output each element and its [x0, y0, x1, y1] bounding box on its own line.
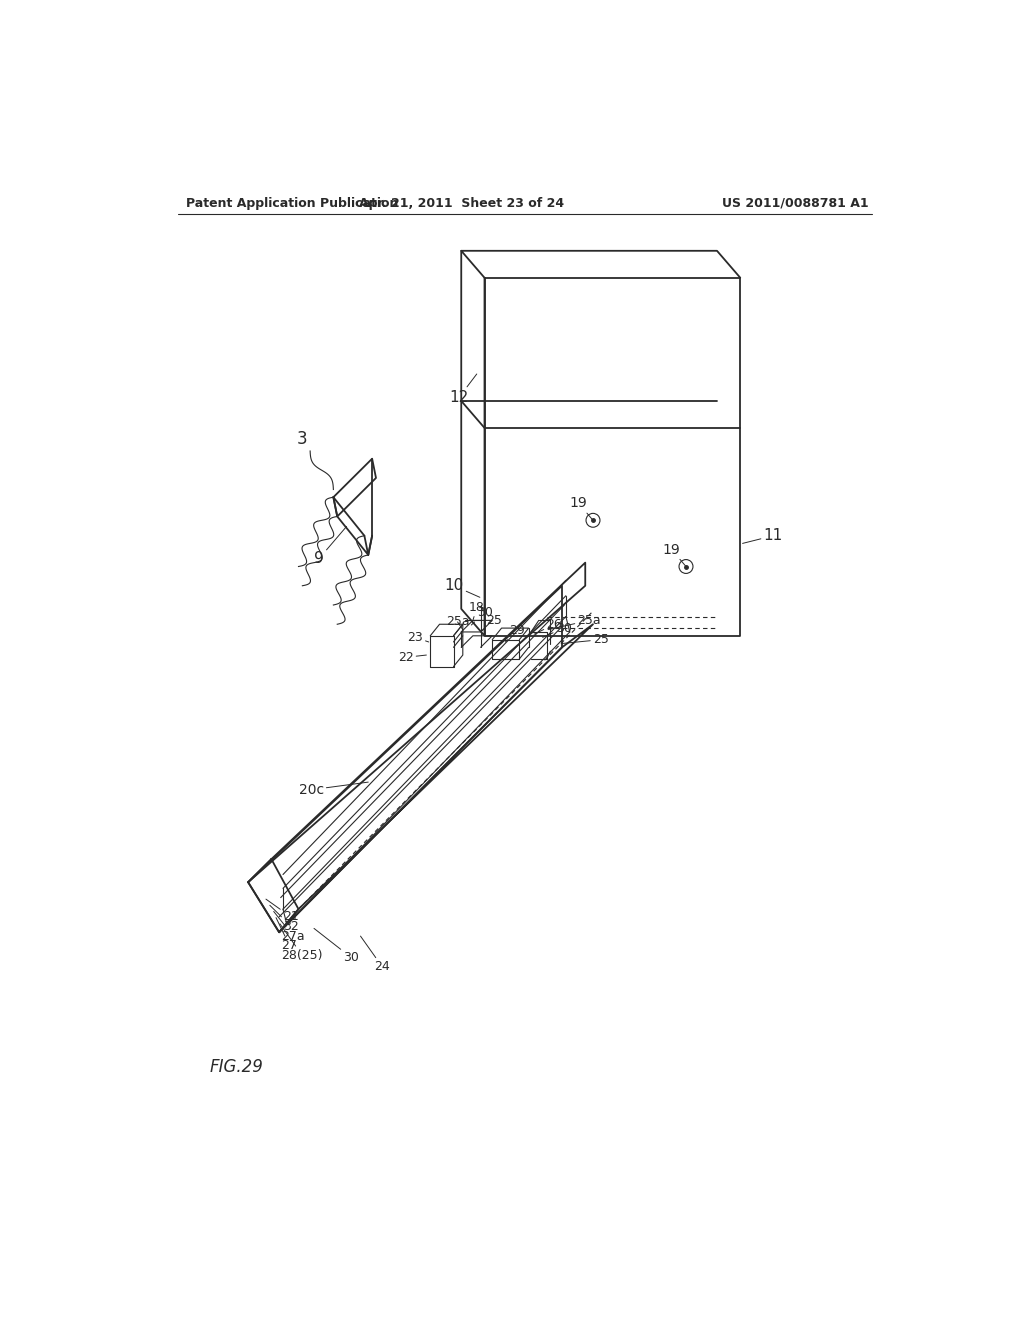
- Text: 3: 3: [297, 430, 307, 449]
- Text: 25a: 25a: [445, 615, 469, 630]
- Text: 21: 21: [266, 899, 299, 924]
- Text: FIG.29: FIG.29: [209, 1059, 263, 1076]
- Text: 25a: 25a: [548, 614, 601, 630]
- Text: 18: 18: [469, 601, 485, 620]
- Text: 23: 23: [407, 631, 429, 644]
- Text: 28(25): 28(25): [280, 924, 323, 962]
- Text: 25: 25: [480, 614, 502, 632]
- Text: 26: 26: [535, 618, 562, 635]
- Text: 19: 19: [663, 543, 686, 566]
- Text: 29: 29: [506, 624, 525, 642]
- Text: 12: 12: [450, 374, 477, 405]
- Text: 30: 30: [314, 928, 359, 964]
- Text: 27a: 27a: [273, 911, 305, 942]
- Text: 30: 30: [471, 606, 493, 626]
- Text: 32: 32: [270, 906, 299, 933]
- Text: 24: 24: [360, 936, 390, 973]
- Text: 11: 11: [742, 528, 783, 544]
- Text: Apr. 21, 2011  Sheet 23 of 24: Apr. 21, 2011 Sheet 23 of 24: [358, 197, 564, 210]
- Text: 25: 25: [562, 634, 609, 647]
- Text: Patent Application Publication: Patent Application Publication: [186, 197, 398, 210]
- Text: US 2011/0088781 A1: US 2011/0088781 A1: [722, 197, 868, 210]
- Text: 9: 9: [314, 527, 346, 566]
- Text: 30: 30: [543, 622, 571, 638]
- Text: 27: 27: [276, 917, 297, 952]
- Text: 19: 19: [569, 496, 593, 520]
- Text: 22: 22: [397, 651, 426, 664]
- Text: 20c: 20c: [299, 781, 369, 797]
- Text: 10: 10: [444, 578, 480, 598]
